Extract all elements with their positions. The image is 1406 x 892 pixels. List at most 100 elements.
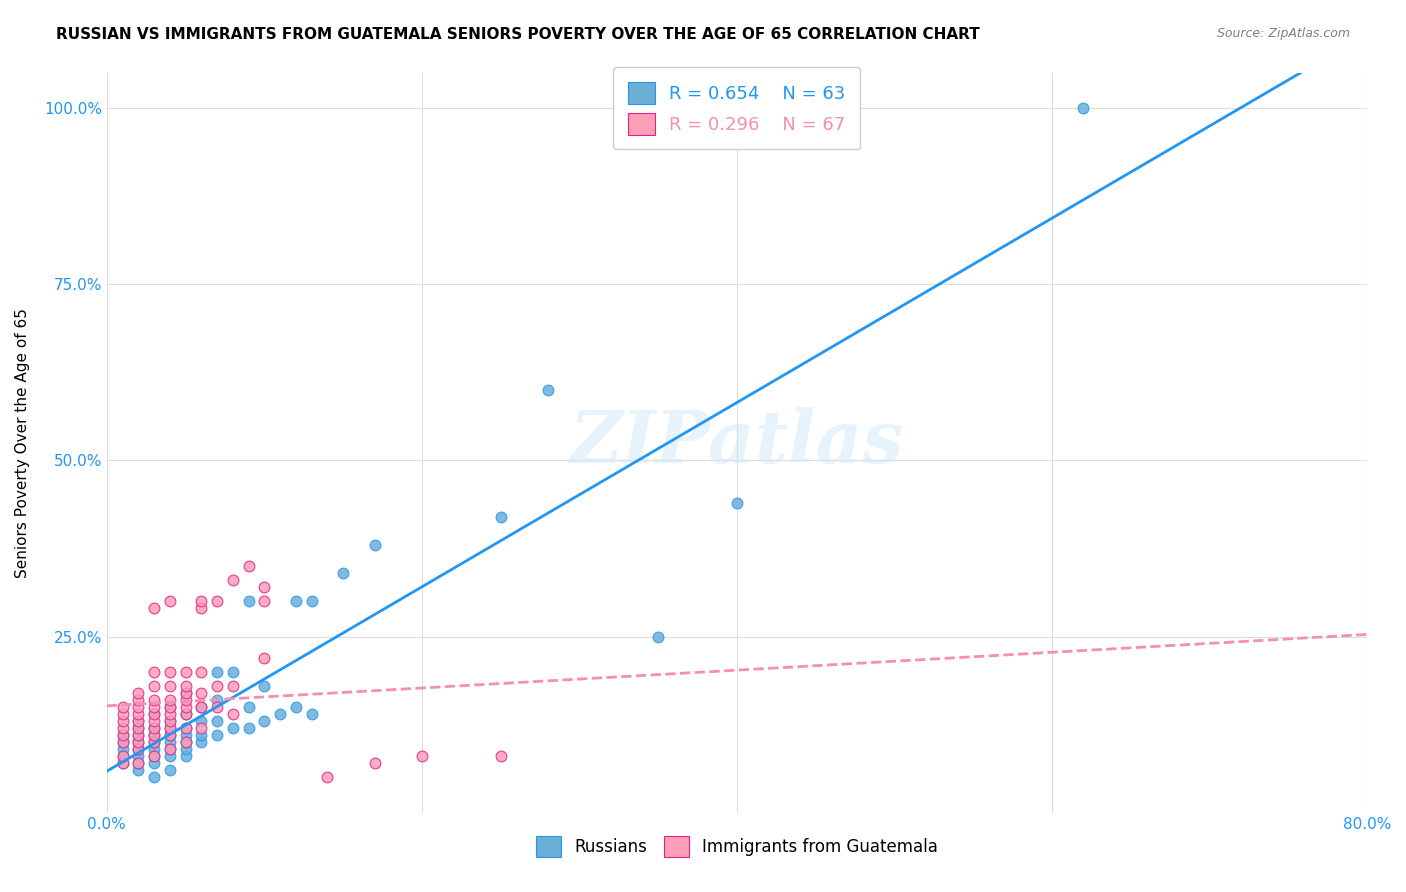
Point: [316, 770, 339, 784]
Point: [143, 706, 166, 721]
Point: [159, 735, 181, 749]
Point: [190, 721, 212, 735]
Point: [174, 679, 197, 693]
Point: [143, 721, 166, 735]
Point: [269, 706, 291, 721]
Point: [205, 714, 228, 728]
Text: ZIPatlas: ZIPatlas: [569, 408, 904, 478]
Point: [159, 742, 181, 756]
Point: [159, 749, 181, 764]
Point: [174, 693, 197, 707]
Point: [111, 756, 134, 771]
Point: [111, 700, 134, 714]
Point: [222, 665, 245, 679]
Point: [1071, 102, 1094, 116]
Point: [127, 700, 149, 714]
Point: [159, 706, 181, 721]
Point: [143, 735, 166, 749]
Point: [205, 665, 228, 679]
Point: [127, 742, 149, 756]
Point: [174, 721, 197, 735]
Point: [174, 735, 197, 749]
Point: [190, 700, 212, 714]
Point: [143, 756, 166, 771]
Point: [159, 721, 181, 735]
Point: [238, 559, 260, 574]
Point: [127, 749, 149, 764]
Y-axis label: Seniors Poverty Over the Age of 65: Seniors Poverty Over the Age of 65: [15, 308, 30, 578]
Point: [205, 693, 228, 707]
Point: [127, 714, 149, 728]
Point: [253, 580, 276, 594]
Point: [174, 706, 197, 721]
Point: [127, 721, 149, 735]
Point: [111, 742, 134, 756]
Point: [174, 735, 197, 749]
Point: [253, 679, 276, 693]
Point: [238, 721, 260, 735]
Point: [411, 749, 433, 764]
Point: [127, 686, 149, 700]
Point: [174, 749, 197, 764]
Point: [332, 566, 354, 581]
Point: [205, 728, 228, 742]
Point: [159, 714, 181, 728]
Point: [143, 728, 166, 742]
Point: [159, 714, 181, 728]
Point: [159, 728, 181, 742]
Point: [174, 706, 197, 721]
Point: [253, 650, 276, 665]
Point: [111, 728, 134, 742]
Point: [111, 728, 134, 742]
Point: [111, 756, 134, 771]
Point: [222, 679, 245, 693]
Point: [143, 665, 166, 679]
Text: RUSSIAN VS IMMIGRANTS FROM GUATEMALA SENIORS POVERTY OVER THE AGE OF 65 CORRELAT: RUSSIAN VS IMMIGRANTS FROM GUATEMALA SEN…: [56, 27, 980, 42]
Point: [111, 714, 134, 728]
Point: [301, 594, 323, 608]
Point: [159, 764, 181, 778]
Point: [143, 601, 166, 615]
Point: [238, 700, 260, 714]
Point: [222, 573, 245, 587]
Point: [111, 749, 134, 764]
Point: [143, 706, 166, 721]
Point: [363, 538, 385, 552]
Point: [127, 764, 149, 778]
Point: [190, 735, 212, 749]
Point: [205, 700, 228, 714]
Point: [143, 721, 166, 735]
Point: [111, 706, 134, 721]
Point: [127, 756, 149, 771]
Point: [489, 509, 512, 524]
Point: [363, 756, 385, 771]
Point: [725, 496, 748, 510]
Point: [159, 742, 181, 756]
Point: [174, 686, 197, 700]
Point: [174, 728, 197, 742]
Point: [190, 714, 212, 728]
Point: [143, 749, 166, 764]
Text: Source: ZipAtlas.com: Source: ZipAtlas.com: [1216, 27, 1350, 40]
Point: [190, 594, 212, 608]
Point: [205, 679, 228, 693]
Point: [127, 728, 149, 742]
Point: [190, 728, 212, 742]
Point: [143, 679, 166, 693]
Point: [159, 728, 181, 742]
Point: [489, 749, 512, 764]
Point: [238, 594, 260, 608]
Point: [143, 714, 166, 728]
Point: [159, 700, 181, 714]
Point: [301, 706, 323, 721]
Point: [174, 742, 197, 756]
Point: [127, 742, 149, 756]
Point: [284, 700, 307, 714]
Point: [190, 700, 212, 714]
Point: [143, 749, 166, 764]
Point: [190, 686, 212, 700]
Point: [159, 594, 181, 608]
Point: [174, 665, 197, 679]
Point: [143, 770, 166, 784]
Point: [174, 686, 197, 700]
